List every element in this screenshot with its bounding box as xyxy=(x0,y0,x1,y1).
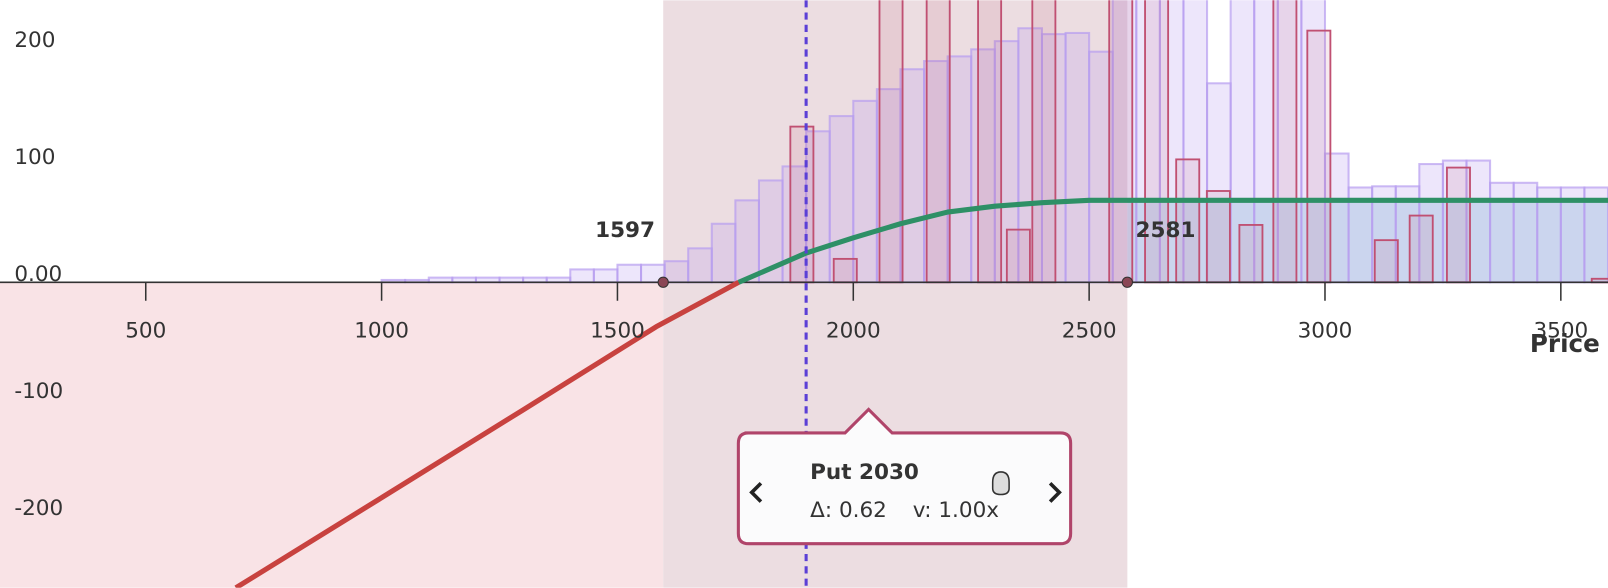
position-bar xyxy=(1446,166,1471,284)
x-tick-label: 2500 xyxy=(1062,319,1117,344)
tooltip-multiplier: v: 1.00x xyxy=(913,498,1000,523)
tooltip: Put 2030 Δ: 0.62 v: 1.00x xyxy=(736,407,1073,546)
breakeven-point xyxy=(657,276,669,288)
histogram-bar xyxy=(1064,31,1091,284)
x-tick-label: 1500 xyxy=(590,319,645,344)
histogram-bar xyxy=(734,199,760,284)
breakeven-label: 1597 xyxy=(595,218,655,243)
position-bar xyxy=(1373,239,1399,284)
position-bar xyxy=(832,257,858,284)
histogram-bar xyxy=(852,99,878,284)
y-tick-label: 0.00 xyxy=(14,262,62,287)
grab-cursor xyxy=(991,471,1010,496)
position-bar xyxy=(1408,214,1434,284)
y-tick-label: 200 xyxy=(14,28,55,53)
y-tick-label: -100 xyxy=(14,379,63,404)
prev-arrow[interactable] xyxy=(749,481,763,503)
profit-area xyxy=(1127,200,1608,283)
position-bar xyxy=(1005,228,1031,284)
position-bar xyxy=(977,0,1003,284)
x-tick-label: 1000 xyxy=(354,319,409,344)
loss-region xyxy=(0,282,664,588)
x-tick-label: 3500 xyxy=(1533,319,1588,344)
position-bar xyxy=(1238,224,1264,284)
position-bar xyxy=(1272,0,1298,284)
histogram-bar xyxy=(710,222,737,284)
payoff-line xyxy=(737,197,1608,285)
position-bar xyxy=(925,0,951,284)
x-tick-label: 3000 xyxy=(1298,319,1353,344)
x-tick-label: 2000 xyxy=(826,319,881,344)
histogram-bar xyxy=(828,115,855,284)
histogram-bar xyxy=(1489,181,1515,284)
position-bar xyxy=(1306,29,1332,284)
x-axis-label: Price xyxy=(1530,329,1600,358)
payoff-line xyxy=(234,280,740,588)
position-bar xyxy=(1108,0,1134,284)
histogram-bar xyxy=(946,55,973,284)
breakeven-point xyxy=(1121,276,1133,288)
y-tick-label: -200 xyxy=(14,496,63,521)
position-bar xyxy=(1031,0,1057,284)
next-arrow[interactable] xyxy=(1048,481,1062,503)
tooltip-delta: Δ: 0.62 xyxy=(810,498,887,523)
histogram-bar xyxy=(592,268,619,284)
histogram-bar xyxy=(616,263,643,284)
y-tick-label: 100 xyxy=(14,145,55,170)
position-bar xyxy=(878,0,904,284)
tooltip-title: Put 2030 xyxy=(810,460,919,485)
histogram-bar xyxy=(1512,181,1539,284)
x-tick-label: 500 xyxy=(125,319,166,344)
breakeven-label: 2581 xyxy=(1136,218,1196,243)
histogram-bar xyxy=(663,260,690,284)
position-bar xyxy=(1205,190,1231,284)
histogram-bar xyxy=(899,68,926,284)
histogram-bar xyxy=(569,268,595,284)
histogram-bar xyxy=(687,247,713,284)
tooltip-box xyxy=(736,407,1073,546)
